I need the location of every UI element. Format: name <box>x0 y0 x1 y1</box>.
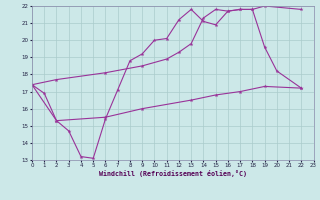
X-axis label: Windchill (Refroidissement éolien,°C): Windchill (Refroidissement éolien,°C) <box>99 170 247 177</box>
